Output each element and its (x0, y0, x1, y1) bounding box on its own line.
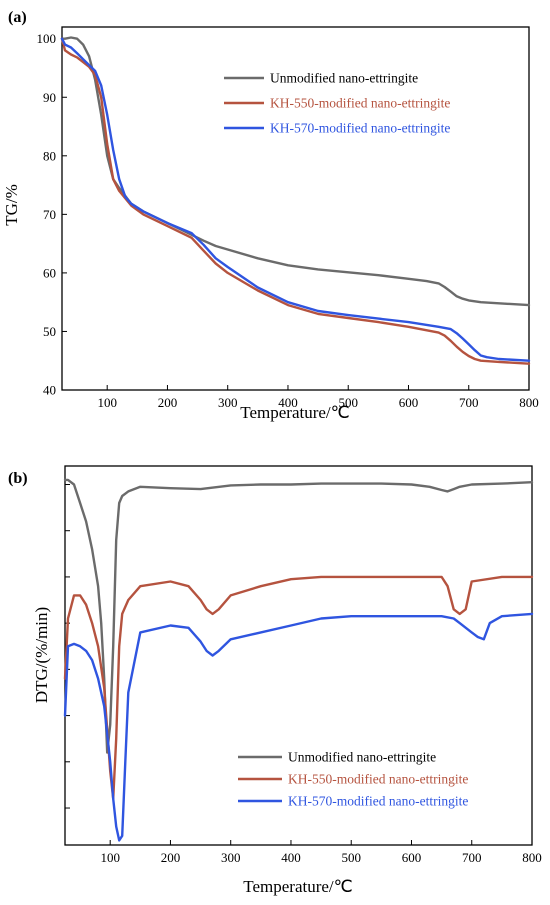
y-tick-label: 50 (43, 324, 56, 339)
panel-b-label: (b) (8, 470, 28, 487)
x-tick-label: 200 (161, 850, 181, 865)
panel-b-y-axis-title: DTG/(%/min) (32, 607, 51, 703)
legend-label: KH-570-modified nano-ettringite (270, 121, 450, 136)
x-tick-label: 300 (221, 850, 241, 865)
x-tick-label: 500 (338, 395, 358, 410)
x-tick-label: 600 (402, 850, 422, 865)
panel-a-tg-chart: (a) 100 200 300 400 500 600 700 800 40 50 60 70 80 9… (2, 9, 539, 422)
panel-b-x-axis-title: Temperature/℃ (243, 877, 352, 896)
x-tick-label: 800 (522, 850, 542, 865)
legend-label: KH-570-modified nano-ettringite (288, 794, 468, 809)
x-tick-label: 300 (218, 395, 238, 410)
panel-b-dtg-chart: (b) 100 200 300 400 500 600 700 800 Temperature… (8, 465, 542, 896)
panel-a-plot-frame (61, 26, 530, 391)
legend-label: Unmodified nano-ettringite (270, 71, 418, 86)
panel-a-x-ticks: 100 200 300 400 500 600 700 800 (97, 385, 539, 410)
panel-b-x-ticks: 100 200 300 400 500 600 700 800 (100, 840, 542, 865)
x-tick-label: 200 (158, 395, 178, 410)
x-tick-label: 100 (97, 395, 117, 410)
y-tick-label: 90 (43, 90, 56, 105)
panel-b-legend: Unmodified nano-ettringite KH-550-modifie… (238, 750, 468, 809)
panel-a-label: (a) (8, 9, 27, 26)
series-line-kh-550 (60, 37, 531, 365)
y-tick-label: 80 (43, 148, 56, 163)
y-tick-label: 70 (43, 207, 56, 222)
x-tick-label: 700 (462, 850, 482, 865)
panel-a-series (60, 36, 531, 365)
panel-a-x-axis-title: Temperature/℃ (240, 403, 349, 422)
series-line-unmodified (63, 478, 534, 754)
series-line-kh-570 (63, 612, 534, 842)
x-tick-label: 700 (459, 395, 479, 410)
series-line-kh-570 (60, 37, 531, 362)
x-tick-label: 800 (519, 395, 539, 410)
x-tick-label: 400 (281, 850, 301, 865)
y-tick-label: 40 (43, 383, 56, 398)
series-line-kh-550 (63, 575, 534, 800)
legend-label: KH-550-modified nano-ettringite (270, 96, 450, 111)
y-tick-label: 100 (37, 31, 57, 46)
panel-a-legend: Unmodified nano-ettringite KH-550-modifie… (224, 71, 450, 136)
x-tick-label: 100 (100, 850, 120, 865)
legend-label: KH-550-modified nano-ettringite (288, 772, 468, 787)
x-tick-label: 500 (341, 850, 361, 865)
x-tick-label: 400 (278, 395, 298, 410)
x-tick-label: 600 (399, 395, 419, 410)
panel-b-series (63, 478, 534, 842)
legend-label: Unmodified nano-ettringite (288, 750, 436, 765)
y-tick-label: 60 (43, 265, 56, 280)
panel-a-y-axis-title: TG/% (2, 184, 21, 226)
